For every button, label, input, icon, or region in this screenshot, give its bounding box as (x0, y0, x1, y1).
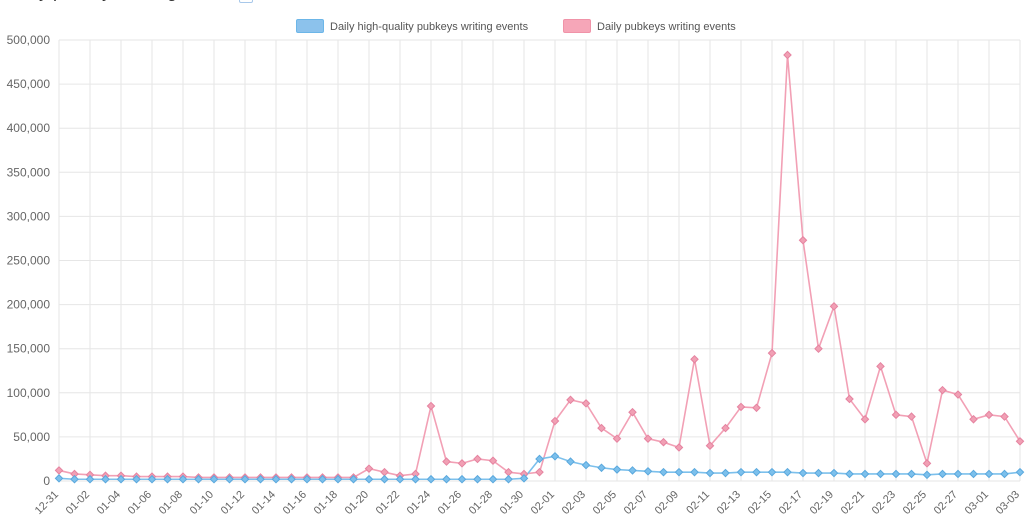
svg-text:03-03: 03-03 (994, 489, 1022, 517)
svg-text:100,000: 100,000 (7, 386, 51, 400)
svg-text:150,000: 150,000 (7, 342, 51, 356)
svg-text:350,000: 350,000 (7, 165, 51, 179)
svg-text:500,000: 500,000 (7, 33, 51, 47)
svg-text:300,000: 300,000 (7, 209, 51, 223)
svg-text:01-22: 01-22 (374, 489, 402, 517)
svg-text:02-21: 02-21 (839, 489, 867, 517)
svg-text:01-18: 01-18 (312, 489, 340, 517)
svg-text:01-08: 01-08 (157, 489, 185, 517)
svg-text:02-25: 02-25 (901, 489, 929, 517)
svg-text:02-23: 02-23 (870, 489, 898, 517)
svg-text:03-01: 03-01 (963, 489, 991, 517)
svg-text:450,000: 450,000 (7, 77, 51, 91)
svg-text:02-27: 02-27 (932, 489, 960, 517)
svg-text:02-11: 02-11 (684, 489, 712, 517)
svg-text:01-28: 01-28 (467, 489, 495, 517)
svg-text:12-31: 12-31 (33, 489, 61, 517)
svg-text:01-02: 01-02 (64, 489, 92, 517)
svg-text:02-03: 02-03 (560, 489, 588, 517)
svg-text:02-01: 02-01 (529, 489, 557, 517)
svg-text:50,000: 50,000 (13, 430, 50, 444)
svg-text:01-12: 01-12 (219, 489, 247, 517)
svg-text:250,000: 250,000 (7, 254, 51, 268)
svg-text:01-06: 01-06 (126, 489, 154, 517)
svg-text:01-10: 01-10 (188, 489, 216, 517)
svg-text:01-30: 01-30 (498, 489, 526, 517)
svg-text:0: 0 (43, 474, 50, 488)
svg-text:200,000: 200,000 (7, 298, 51, 312)
svg-text:01-16: 01-16 (281, 489, 309, 517)
svg-text:02-07: 02-07 (622, 489, 650, 517)
svg-text:01-14: 01-14 (250, 489, 278, 517)
svg-text:01-24: 01-24 (405, 489, 433, 517)
svg-text:02-17: 02-17 (777, 489, 805, 517)
svg-text:01-26: 01-26 (436, 489, 464, 517)
svg-text:02-15: 02-15 (746, 489, 774, 517)
svg-text:01-04: 01-04 (95, 489, 123, 517)
svg-text:02-09: 02-09 (653, 489, 681, 517)
svg-text:02-13: 02-13 (715, 489, 743, 517)
svg-text:02-05: 02-05 (591, 489, 619, 517)
svg-text:02-19: 02-19 (808, 489, 836, 517)
svg-text:400,000: 400,000 (7, 121, 51, 135)
svg-text:01-20: 01-20 (343, 489, 371, 517)
